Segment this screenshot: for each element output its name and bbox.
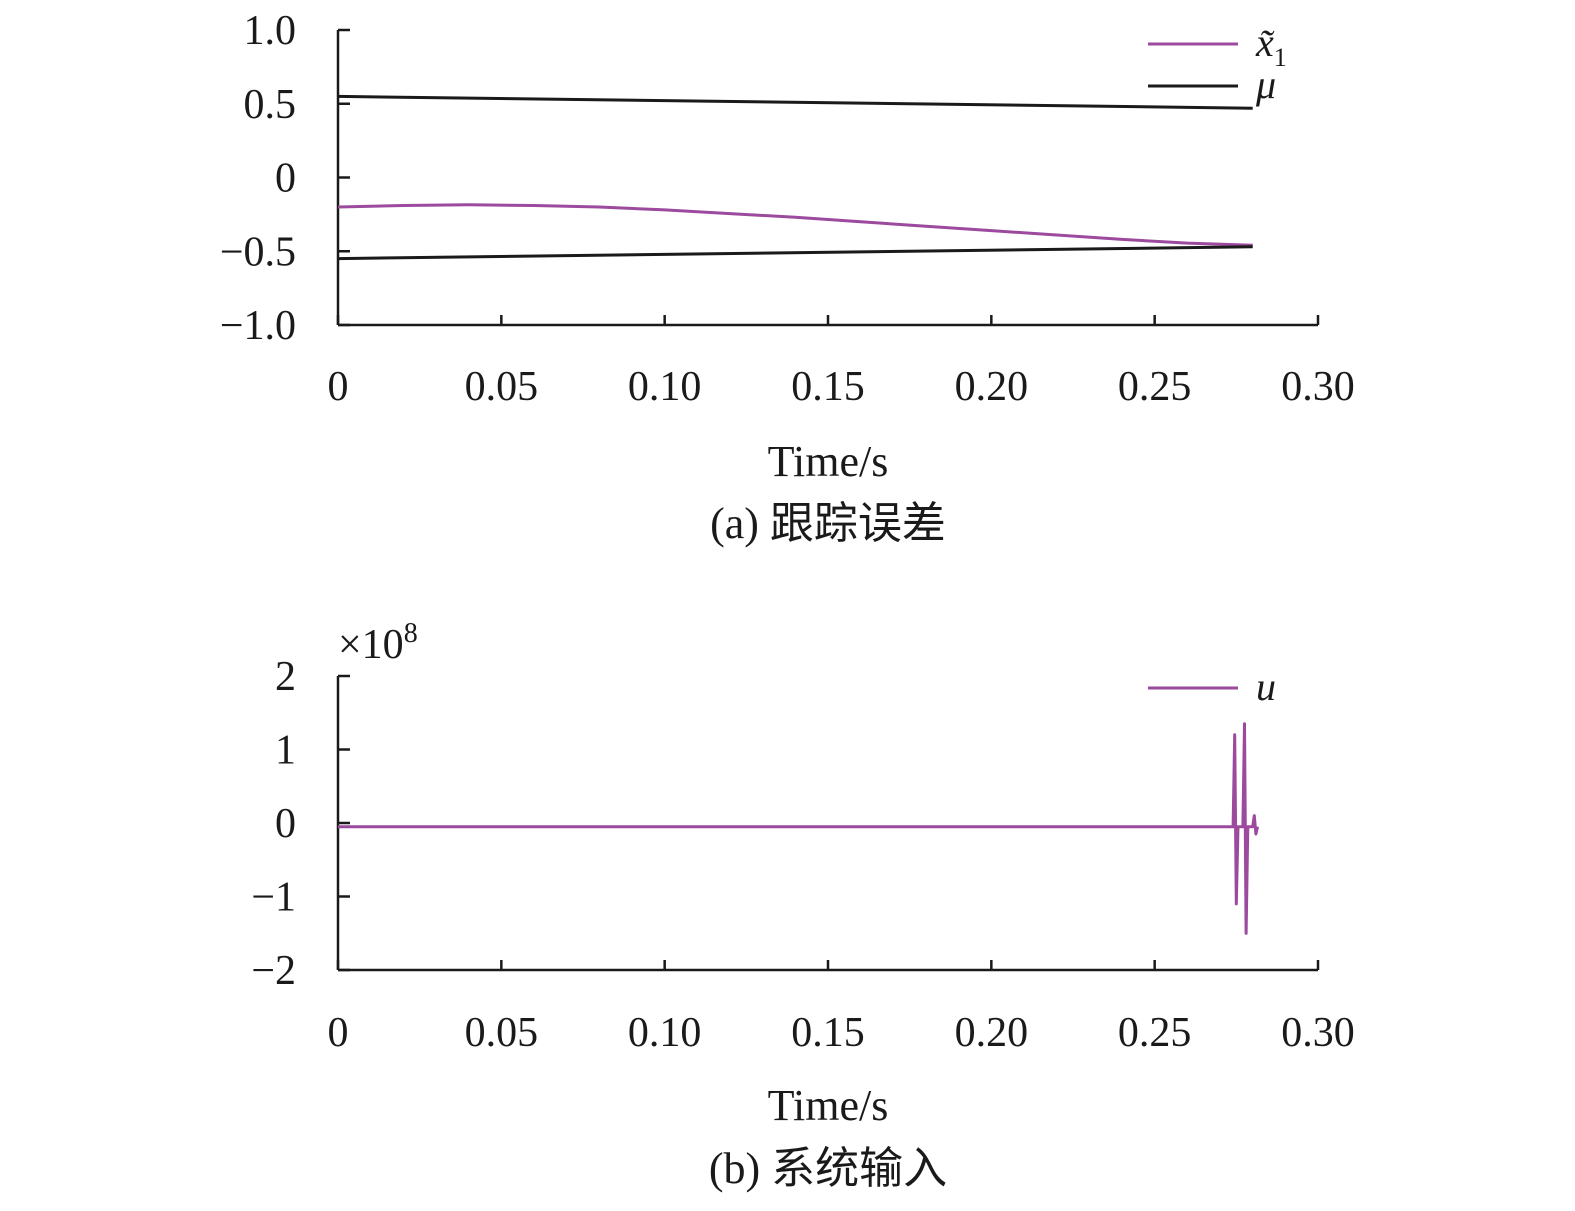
y-tick-label: −0.5 xyxy=(220,229,296,275)
x-tick-label: 0.05 xyxy=(465,364,539,410)
x-tick-label: 0.10 xyxy=(628,364,702,410)
x-tick-label: 0.25 xyxy=(1118,1010,1192,1056)
x-tick-label: 0.20 xyxy=(955,364,1029,410)
x-tick-label: 0.30 xyxy=(1281,364,1355,410)
y-tick-label: 0.5 xyxy=(244,82,297,128)
x-tick-label: 0 xyxy=(328,364,349,410)
panel-a: 1.0 0.5 0 −0.5 −1.0 0 0.05 0.10 0.15 0.20 0.25 0.30… xyxy=(220,8,1355,548)
y-tick-label: −1.0 xyxy=(220,303,296,349)
x-tick-label: 0.10 xyxy=(628,1010,702,1056)
y-tick-label: 0 xyxy=(275,156,296,202)
y-tick-label: −1 xyxy=(251,875,296,921)
x-tick-label: 0.30 xyxy=(1281,1010,1355,1056)
panel-caption: (a) 跟踪误差 xyxy=(710,499,946,548)
x-axis-title: Time/s xyxy=(768,1081,889,1130)
x-tick-label: 0.15 xyxy=(791,364,865,410)
legend-subscript: 1 xyxy=(1274,43,1287,72)
x-tick-label: 0.20 xyxy=(955,1010,1029,1056)
x-tick-label: 0.25 xyxy=(1118,364,1192,410)
scale-exponent: 8 xyxy=(404,618,418,649)
y-tick-label: 1 xyxy=(275,728,296,774)
y-tick-label: 2 xyxy=(275,654,296,700)
x-tick-label: 0.05 xyxy=(465,1010,539,1056)
series-line xyxy=(337,245,1253,261)
y-tick-label: 1.0 xyxy=(244,8,297,54)
y-tick-label: −2 xyxy=(251,948,296,994)
scale-label: ×108 xyxy=(338,618,418,668)
panel-b: 2 1 0 −1 −2 0 0.05 0.10 0.15 0.20 0.25 0.30 Time/s (b… xyxy=(251,618,1354,1193)
legend-label: μ xyxy=(1255,62,1276,107)
legend-label: u xyxy=(1256,664,1276,709)
legend-label: x̃1 xyxy=(1255,20,1287,72)
x-tick-label: 0 xyxy=(328,1010,349,1056)
series-line xyxy=(337,203,1253,247)
x-axis-title: Time/s xyxy=(768,437,889,486)
y-tick-label: 0 xyxy=(275,801,296,847)
panel-caption: (b) 系统输入 xyxy=(709,1144,947,1193)
x-tick-label: 0.15 xyxy=(791,1010,865,1056)
series-line xyxy=(338,722,1260,935)
series-line xyxy=(337,94,1253,110)
